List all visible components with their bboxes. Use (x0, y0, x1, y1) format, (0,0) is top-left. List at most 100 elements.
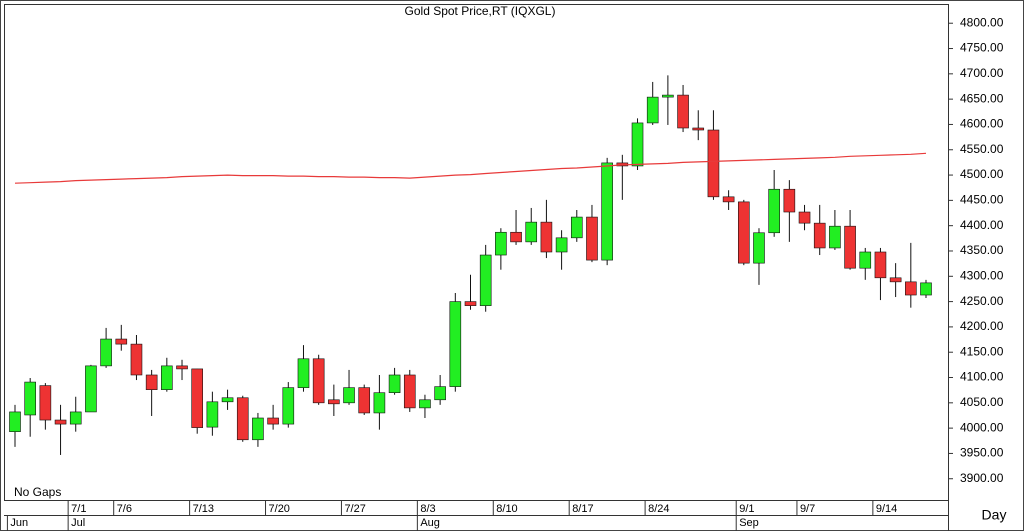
x-tick-label: 7/20 (269, 503, 290, 515)
x-tick-label: 8/24 (648, 503, 669, 515)
y-tick-label: 4050.00 (960, 395, 1004, 409)
y-tick-label: 4300.00 (960, 268, 1004, 282)
candle-body (54, 419, 67, 425)
candle-body (191, 368, 203, 428)
x-tick-label: 9/14 (876, 503, 897, 515)
y-tick-label: 4600.00 (960, 117, 1004, 131)
month-label: Aug (420, 517, 440, 529)
y-tick-label: 4400.00 (960, 218, 1004, 232)
candle-body (328, 399, 340, 405)
y-tick-label: 4500.00 (960, 167, 1004, 181)
candle-body (449, 301, 462, 387)
moving-average (14, 152, 927, 184)
candle-body (920, 282, 932, 296)
x-tick-label: 7/13 (193, 503, 214, 515)
y-tick-label: 4750.00 (960, 41, 1004, 55)
candle-body (358, 387, 371, 414)
candle-body (464, 301, 477, 306)
plot-area (4, 4, 949, 501)
candle-body (479, 254, 492, 306)
candle-body (39, 385, 52, 421)
candle-body (540, 221, 553, 253)
x-tick-label: 9/1 (739, 503, 754, 515)
candle-body (586, 216, 598, 261)
candle-body (662, 94, 674, 98)
candle-body (889, 277, 902, 283)
candle-body (722, 196, 735, 203)
candle-body (373, 392, 386, 414)
candle-body (510, 231, 522, 243)
candle-body (236, 397, 249, 441)
candle-body (206, 401, 219, 428)
candle-body (859, 251, 872, 269)
y-tick-label: 4450.00 (960, 193, 1004, 207)
candle-body (85, 365, 97, 413)
candle-body (161, 365, 173, 390)
candle-body (419, 399, 431, 409)
month-label: Jul (71, 517, 85, 529)
y-tick-label: 4200.00 (960, 319, 1004, 333)
candle-body (555, 237, 568, 253)
candle-body (495, 231, 507, 256)
candle-body (100, 338, 112, 367)
candle-body (601, 162, 613, 261)
y-tick-label: 4000.00 (960, 420, 1004, 434)
candle-body (221, 397, 234, 403)
month-label: Jun (10, 517, 28, 529)
candle-body (252, 417, 264, 441)
y-tick-label: 3950.00 (960, 446, 1004, 460)
month-label: Sep (739, 517, 759, 529)
chart-title: Gold Spot Price,RT (IQXGL) (405, 4, 556, 18)
x-tick-label: 7/1 (71, 503, 86, 515)
x-tick-label: 8/3 (420, 503, 435, 515)
candle-body (813, 222, 826, 249)
x-tick-label: 9/7 (800, 503, 815, 515)
candle-body (24, 381, 36, 416)
candle-body (434, 386, 446, 401)
candle-body (312, 358, 325, 404)
candle-body (874, 251, 887, 279)
y-tick-label: 4800.00 (960, 15, 1004, 29)
x-tick-label: 8/17 (572, 503, 593, 515)
candle-body (570, 216, 583, 239)
x-tick-label: 7/27 (344, 503, 365, 515)
candle-body (130, 343, 143, 376)
candle-body (297, 358, 310, 388)
candle-body (783, 188, 796, 213)
y-tick-label: 4700.00 (960, 66, 1004, 80)
candle-body (829, 225, 841, 249)
candle-body (69, 411, 82, 425)
candle-body (798, 211, 811, 224)
x-axis-label: Day (982, 507, 1007, 523)
candle-body (403, 374, 416, 409)
candle-body (145, 374, 158, 390)
candle-body (9, 411, 21, 432)
x-tick-label: 7/6 (117, 503, 132, 515)
candle-body (677, 94, 689, 129)
candle-body (707, 129, 720, 198)
candle-body (753, 232, 765, 264)
x-tick-label: 8/10 (496, 503, 517, 515)
y-tick-label: 4150.00 (960, 344, 1004, 358)
candle-body (646, 96, 659, 124)
candle-body (388, 374, 401, 393)
y-tick-label: 4550.00 (960, 142, 1004, 156)
candle-body (631, 122, 644, 167)
candle-body (176, 365, 188, 370)
candle-body (343, 387, 355, 404)
y-tick-label: 3900.00 (960, 471, 1004, 485)
candle-body (267, 417, 279, 425)
candle-body (737, 201, 750, 264)
candle-body (525, 221, 538, 243)
y-tick-label: 4350.00 (960, 243, 1004, 257)
y-tick-label: 4250.00 (960, 294, 1004, 308)
candle-body (768, 188, 780, 234)
candle-body (905, 281, 917, 296)
candle-body (844, 225, 856, 269)
candle-body (692, 127, 705, 131)
candle-body (115, 338, 128, 345)
candle-body (282, 387, 295, 425)
y-tick-label: 4650.00 (960, 91, 1004, 105)
y-tick-label: 4100.00 (960, 370, 1004, 384)
